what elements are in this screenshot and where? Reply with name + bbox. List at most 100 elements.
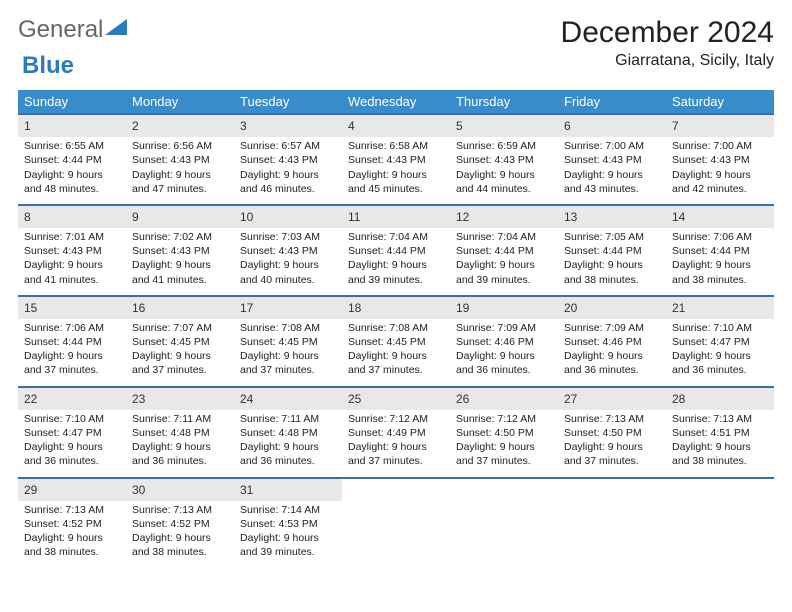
sunset-text: Sunset: 4:49 PM xyxy=(348,426,444,440)
sunrise-text: Sunrise: 7:04 AM xyxy=(348,230,444,244)
sunrise-text: Sunrise: 6:58 AM xyxy=(348,139,444,153)
daylight-text: Daylight: 9 hours xyxy=(132,531,228,545)
day-body: Sunrise: 7:06 AMSunset: 4:44 PMDaylight:… xyxy=(666,228,774,295)
day-body: Sunrise: 6:59 AMSunset: 4:43 PMDaylight:… xyxy=(450,137,558,204)
daylight-text: and 40 minutes. xyxy=(240,273,336,287)
sunrise-text: Sunrise: 7:07 AM xyxy=(132,321,228,335)
weekday-header: Sunday xyxy=(18,90,126,114)
daylight-text: and 39 minutes. xyxy=(456,273,552,287)
day-number: 9 xyxy=(126,206,234,228)
weekday-header: Monday xyxy=(126,90,234,114)
day-body: Sunrise: 7:00 AMSunset: 4:43 PMDaylight:… xyxy=(558,137,666,204)
daylight-text: and 39 minutes. xyxy=(348,273,444,287)
sunset-text: Sunset: 4:46 PM xyxy=(456,335,552,349)
day-number: 17 xyxy=(234,297,342,319)
day-number: 30 xyxy=(126,479,234,501)
calendar-cell: 1Sunrise: 6:55 AMSunset: 4:44 PMDaylight… xyxy=(18,114,126,205)
daylight-text: Daylight: 9 hours xyxy=(24,440,120,454)
daylight-text: and 46 minutes. xyxy=(240,182,336,196)
calendar-cell-empty xyxy=(342,478,450,568)
daylight-text: and 42 minutes. xyxy=(672,182,768,196)
sunrise-text: Sunrise: 6:59 AM xyxy=(456,139,552,153)
sunrise-text: Sunrise: 7:13 AM xyxy=(564,412,660,426)
calendar-cell: 29Sunrise: 7:13 AMSunset: 4:52 PMDayligh… xyxy=(18,478,126,568)
day-body: Sunrise: 7:04 AMSunset: 4:44 PMDaylight:… xyxy=(342,228,450,295)
calendar-cell-empty xyxy=(450,478,558,568)
sunset-text: Sunset: 4:44 PM xyxy=(456,244,552,258)
daylight-text: Daylight: 9 hours xyxy=(564,168,660,182)
daylight-text: and 48 minutes. xyxy=(24,182,120,196)
calendar-body: 1Sunrise: 6:55 AMSunset: 4:44 PMDaylight… xyxy=(18,114,774,567)
calendar-head: SundayMondayTuesdayWednesdayThursdayFrid… xyxy=(18,90,774,114)
sunset-text: Sunset: 4:44 PM xyxy=(564,244,660,258)
day-body: Sunrise: 7:03 AMSunset: 4:43 PMDaylight:… xyxy=(234,228,342,295)
day-body: Sunrise: 7:09 AMSunset: 4:46 PMDaylight:… xyxy=(558,319,666,386)
day-body: Sunrise: 7:11 AMSunset: 4:48 PMDaylight:… xyxy=(126,410,234,477)
logo-text-general: General xyxy=(18,16,103,44)
calendar-cell: 16Sunrise: 7:07 AMSunset: 4:45 PMDayligh… xyxy=(126,296,234,387)
calendar-cell: 24Sunrise: 7:11 AMSunset: 4:48 PMDayligh… xyxy=(234,387,342,478)
daylight-text: and 38 minutes. xyxy=(672,454,768,468)
calendar-cell: 26Sunrise: 7:12 AMSunset: 4:50 PMDayligh… xyxy=(450,387,558,478)
calendar-cell: 9Sunrise: 7:02 AMSunset: 4:43 PMDaylight… xyxy=(126,205,234,296)
weekday-header: Wednesday xyxy=(342,90,450,114)
daylight-text: Daylight: 9 hours xyxy=(672,168,768,182)
day-number: 24 xyxy=(234,388,342,410)
calendar-cell: 30Sunrise: 7:13 AMSunset: 4:52 PMDayligh… xyxy=(126,478,234,568)
sunset-text: Sunset: 4:51 PM xyxy=(672,426,768,440)
day-body: Sunrise: 7:06 AMSunset: 4:44 PMDaylight:… xyxy=(18,319,126,386)
daylight-text: Daylight: 9 hours xyxy=(240,349,336,363)
sunrise-text: Sunrise: 6:56 AM xyxy=(132,139,228,153)
daylight-text: and 41 minutes. xyxy=(132,273,228,287)
sunset-text: Sunset: 4:44 PM xyxy=(24,153,120,167)
day-number: 11 xyxy=(342,206,450,228)
daylight-text: and 36 minutes. xyxy=(456,363,552,377)
sunset-text: Sunset: 4:43 PM xyxy=(132,244,228,258)
sunrise-text: Sunrise: 7:00 AM xyxy=(564,139,660,153)
daylight-text: Daylight: 9 hours xyxy=(672,440,768,454)
daylight-text: Daylight: 9 hours xyxy=(456,440,552,454)
sunrise-text: Sunrise: 7:11 AM xyxy=(132,412,228,426)
day-number: 10 xyxy=(234,206,342,228)
day-number: 13 xyxy=(558,206,666,228)
day-number: 23 xyxy=(126,388,234,410)
sunset-text: Sunset: 4:47 PM xyxy=(672,335,768,349)
calendar-cell: 20Sunrise: 7:09 AMSunset: 4:46 PMDayligh… xyxy=(558,296,666,387)
calendar-cell: 7Sunrise: 7:00 AMSunset: 4:43 PMDaylight… xyxy=(666,114,774,205)
daylight-text: and 44 minutes. xyxy=(456,182,552,196)
daylight-text: Daylight: 9 hours xyxy=(564,440,660,454)
sunset-text: Sunset: 4:45 PM xyxy=(240,335,336,349)
day-number: 3 xyxy=(234,115,342,137)
sunset-text: Sunset: 4:43 PM xyxy=(564,153,660,167)
daylight-text: Daylight: 9 hours xyxy=(132,168,228,182)
sunrise-text: Sunrise: 7:01 AM xyxy=(24,230,120,244)
daylight-text: and 47 minutes. xyxy=(132,182,228,196)
calendar-cell: 14Sunrise: 7:06 AMSunset: 4:44 PMDayligh… xyxy=(666,205,774,296)
daylight-text: Daylight: 9 hours xyxy=(672,349,768,363)
location: Giarratana, Sicily, Italy xyxy=(561,52,774,70)
sunrise-text: Sunrise: 7:06 AM xyxy=(24,321,120,335)
day-number: 16 xyxy=(126,297,234,319)
sunset-text: Sunset: 4:52 PM xyxy=(132,517,228,531)
day-number: 29 xyxy=(18,479,126,501)
sunrise-text: Sunrise: 7:08 AM xyxy=(348,321,444,335)
daylight-text: Daylight: 9 hours xyxy=(24,531,120,545)
logo: General xyxy=(18,16,127,44)
daylight-text: Daylight: 9 hours xyxy=(132,440,228,454)
daylight-text: Daylight: 9 hours xyxy=(456,168,552,182)
day-number: 28 xyxy=(666,388,774,410)
title-block: December 2024 Giarratana, Sicily, Italy xyxy=(561,16,774,70)
sunrise-text: Sunrise: 7:10 AM xyxy=(672,321,768,335)
sunrise-text: Sunrise: 7:05 AM xyxy=(564,230,660,244)
daylight-text: Daylight: 9 hours xyxy=(348,258,444,272)
sunset-text: Sunset: 4:44 PM xyxy=(24,335,120,349)
daylight-text: Daylight: 9 hours xyxy=(24,168,120,182)
daylight-text: and 36 minutes. xyxy=(132,454,228,468)
daylight-text: and 37 minutes. xyxy=(456,454,552,468)
calendar-cell: 25Sunrise: 7:12 AMSunset: 4:49 PMDayligh… xyxy=(342,387,450,478)
calendar-cell-empty xyxy=(558,478,666,568)
day-number: 21 xyxy=(666,297,774,319)
daylight-text: and 45 minutes. xyxy=(348,182,444,196)
sunset-text: Sunset: 4:46 PM xyxy=(564,335,660,349)
day-body: Sunrise: 7:05 AMSunset: 4:44 PMDaylight:… xyxy=(558,228,666,295)
